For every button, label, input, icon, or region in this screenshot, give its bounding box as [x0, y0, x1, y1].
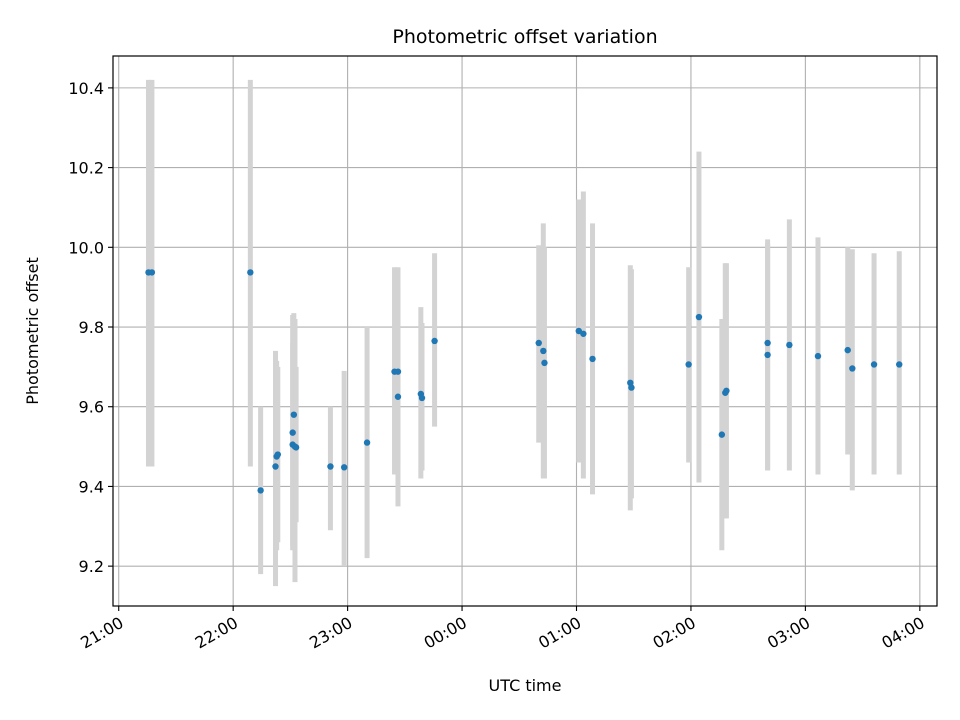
data-point	[685, 361, 692, 368]
data-point	[535, 339, 542, 347]
data-point	[580, 330, 587, 337]
data-points	[145, 269, 903, 494]
data-point	[844, 346, 851, 354]
data-point	[340, 464, 348, 471]
data-point	[628, 384, 635, 391]
data-point	[627, 379, 634, 387]
data-point	[431, 337, 438, 345]
data-point	[896, 361, 903, 368]
data-point	[849, 365, 856, 372]
data-point	[695, 313, 703, 321]
data-point	[589, 355, 596, 363]
data-point	[870, 361, 878, 368]
data-point	[290, 411, 298, 418]
data-point	[764, 339, 771, 347]
data-point	[327, 463, 334, 470]
data-point	[718, 431, 726, 438]
y-tick-label: 10.4	[68, 79, 104, 98]
data-point	[363, 439, 371, 446]
data-point	[272, 463, 279, 470]
data-point	[289, 429, 296, 436]
data-point	[541, 359, 548, 367]
y-axis-label: Photometric offset	[23, 257, 42, 405]
grid	[113, 56, 937, 606]
y-tick-label: 10.2	[68, 159, 104, 178]
chart-title: Photometric offset variation	[392, 26, 657, 48]
y-axis-ticks: 9.2 9.4 9.6 9.8 10.0 10.2 10.4	[68, 79, 113, 576]
y-tick-label: 10.0	[68, 238, 104, 257]
y-tick-label: 9.4	[79, 477, 104, 496]
data-point	[394, 368, 402, 375]
data-point	[274, 451, 281, 458]
y-tick-label: 9.8	[79, 318, 104, 337]
data-point	[148, 269, 156, 276]
data-point	[540, 347, 547, 355]
y-tick-label: 9.6	[79, 398, 104, 417]
x-axis-label: UTC time	[489, 676, 562, 695]
data-point	[764, 351, 771, 359]
data-point	[247, 269, 254, 276]
y-tick-label: 9.2	[79, 557, 104, 576]
data-point	[814, 352, 822, 360]
data-point	[786, 341, 793, 349]
data-point	[575, 327, 582, 335]
plot-frame	[112, 55, 938, 607]
data-point	[418, 394, 426, 402]
data-point	[257, 487, 264, 494]
data-point	[723, 387, 730, 394]
data-point	[292, 444, 300, 451]
data-point	[394, 393, 402, 400]
